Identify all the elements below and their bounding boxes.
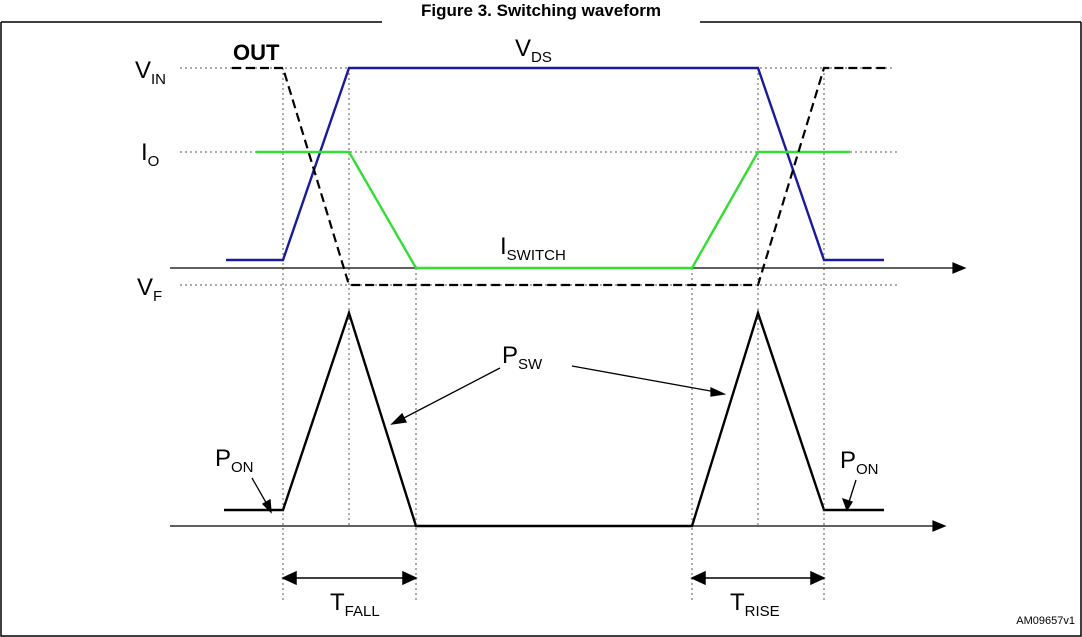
pon-pointer-arrows bbox=[251, 477, 857, 514]
vds-label: VDS bbox=[515, 35, 552, 66]
power-waveform bbox=[224, 309, 884, 528]
trise-interval-arrow bbox=[690, 570, 826, 586]
psw-pointer-arrows bbox=[390, 365, 727, 425]
vds-waveform bbox=[226, 66, 884, 262]
current-waveform bbox=[256, 150, 850, 270]
figure-title: Figure 3. Switching waveform bbox=[421, 1, 661, 20]
lower-axis-arrow bbox=[932, 520, 947, 532]
pon-right-label: PON bbox=[840, 447, 879, 478]
iswitch-label: ISWITCH bbox=[500, 233, 566, 264]
trise-label: TRISE bbox=[730, 589, 780, 620]
figure-code: AM09657v1 bbox=[1016, 615, 1075, 627]
tfall-label: TFALL bbox=[330, 589, 380, 620]
pon-left-label: PON bbox=[215, 445, 254, 476]
vf-label: VF bbox=[137, 274, 162, 305]
vin-label: VIN bbox=[135, 57, 166, 88]
out-waveform bbox=[232, 66, 890, 287]
tfall-interval-arrow bbox=[281, 570, 418, 586]
vertical-guides bbox=[282, 68, 825, 600]
psw-label: PSW bbox=[502, 342, 543, 373]
out-label: OUT bbox=[233, 40, 280, 65]
frame-border bbox=[0, 22, 1082, 637]
upper-axis-arrow bbox=[952, 262, 967, 274]
io-label: IO bbox=[141, 139, 159, 170]
